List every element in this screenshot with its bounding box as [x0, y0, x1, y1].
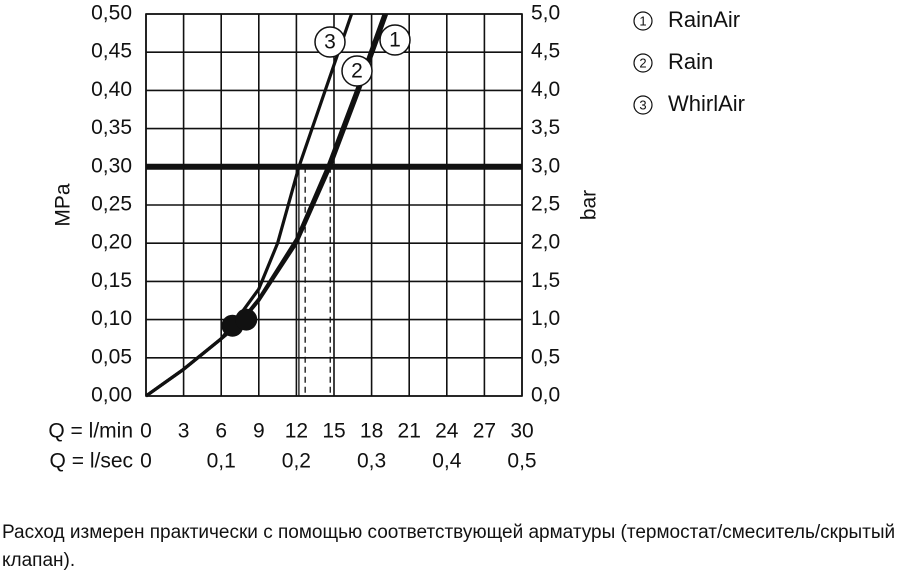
- y2-tick-label: 4,5: [531, 40, 560, 63]
- legend-circle: [633, 11, 653, 31]
- x-tick-label: 12: [285, 420, 308, 443]
- x2-axis-label: Q = l/sec: [50, 450, 133, 473]
- chart: Q = l/min Q = l/sec MPa bar 0 3 6 9 12 15 18 21…: [48, 2, 745, 473]
- y-tick-label: 0,35: [91, 116, 132, 139]
- y-tick-label: 0,00: [91, 384, 132, 407]
- x-tick-label: 30: [510, 420, 533, 443]
- y2-axis-label: bar: [578, 190, 601, 220]
- legend-number: 2: [639, 55, 646, 70]
- legend-label: Rain: [668, 49, 713, 74]
- y2-tick-label: 1,5: [531, 269, 560, 292]
- curve-tag-circle: [379, 24, 411, 56]
- curve-tag: 3: [324, 31, 336, 54]
- x-tick-label: 6: [215, 420, 227, 443]
- x-tick-label: 0: [140, 420, 152, 443]
- y-tick-label: 0,05: [91, 345, 132, 368]
- x2-tick-label: 0,1: [207, 450, 236, 473]
- y2-tick-label: 3,0: [531, 154, 560, 177]
- y-tick-label: 0,10: [91, 307, 132, 330]
- x-axis-label: Q = l/min: [48, 420, 133, 443]
- x-tick-label: 21: [398, 420, 421, 443]
- curve-tag: 2: [351, 60, 363, 83]
- curve-tag: 1: [389, 29, 401, 52]
- y2-tick-label: 3,5: [531, 116, 560, 139]
- x-tick-label: 18: [360, 420, 383, 443]
- y-tick-label: 0,45: [91, 40, 132, 63]
- y-tick-label: 0,25: [91, 193, 132, 216]
- y2-tick-label: 5,0: [531, 2, 560, 25]
- x2-tick-label: 0,2: [282, 450, 311, 473]
- y-axis-label: MPa: [52, 183, 75, 227]
- legend-label: WhirlAir: [668, 91, 745, 116]
- plot-frame: [145, 13, 523, 397]
- x2-tick-label: 0,3: [357, 450, 386, 473]
- legend-number: 3: [639, 97, 646, 112]
- x-tick-label: 15: [322, 420, 345, 443]
- x-tick-label: 24: [435, 420, 459, 443]
- curve-tag-circle: [314, 26, 346, 58]
- x-tick-label: 3: [178, 420, 190, 443]
- y-tick-label: 0,50: [91, 2, 132, 25]
- y-tick-label: 0,15: [91, 269, 132, 292]
- y-tick-label: 0,30: [91, 154, 132, 177]
- y2-tick-label: 4,0: [531, 78, 560, 101]
- x-tick-label: 27: [473, 420, 496, 443]
- point: [235, 308, 258, 331]
- x2-tick-label: 0: [140, 450, 152, 473]
- legend-circle: [633, 53, 653, 73]
- y2-tick-label: 0,0: [531, 384, 560, 407]
- x-tick-label: 9: [253, 420, 265, 443]
- y2-tick-label: 2,5: [531, 193, 560, 216]
- note: Расход измерен практически с помощью соо…: [2, 522, 896, 571]
- y2-tick-label: 2,0: [531, 231, 560, 254]
- curve-tag-circle: [341, 55, 373, 87]
- legend-circle: [633, 95, 653, 115]
- legend-label: RainAir: [668, 7, 740, 32]
- y-tick-label: 0,40: [91, 78, 132, 101]
- legend-number: 1: [639, 13, 646, 28]
- y2-tick-label: 0,5: [531, 345, 560, 368]
- y-tick-label: 0,20: [91, 231, 132, 254]
- curve: [145, 13, 354, 398]
- y2-tick-label: 1,0: [531, 307, 560, 330]
- x2-tick-label: 0,4: [432, 450, 462, 473]
- x2-tick-label: 0,5: [507, 450, 536, 473]
